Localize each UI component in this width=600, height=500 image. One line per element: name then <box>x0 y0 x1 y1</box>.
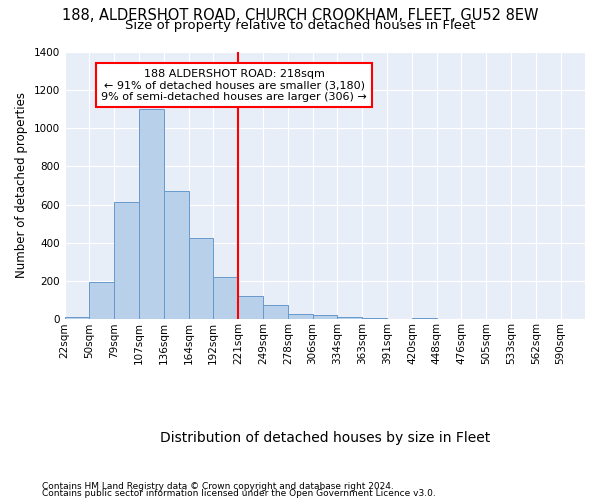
Bar <box>188 238 213 320</box>
Text: Contains HM Land Registry data © Crown copyright and database right 2024.: Contains HM Land Registry data © Crown c… <box>42 482 394 491</box>
Bar <box>412 318 437 320</box>
Bar <box>115 202 139 320</box>
Bar <box>164 191 188 320</box>
Text: 188, ALDERSHOT ROAD, CHURCH CROOKHAM, FLEET, GU52 8EW: 188, ALDERSHOT ROAD, CHURCH CROOKHAM, FL… <box>62 8 538 22</box>
Y-axis label: Number of detached properties: Number of detached properties <box>15 92 28 278</box>
Bar <box>139 109 164 320</box>
Bar <box>89 282 115 320</box>
Text: Size of property relative to detached houses in Fleet: Size of property relative to detached ho… <box>125 19 475 32</box>
Text: Contains public sector information licensed under the Open Government Licence v3: Contains public sector information licen… <box>42 489 436 498</box>
Bar <box>313 314 337 320</box>
Bar <box>213 278 238 320</box>
Bar <box>288 314 313 320</box>
X-axis label: Distribution of detached houses by size in Fleet: Distribution of detached houses by size … <box>160 431 490 445</box>
Bar <box>362 318 387 320</box>
Text: 188 ALDERSHOT ROAD: 218sqm
← 91% of detached houses are smaller (3,180)
9% of se: 188 ALDERSHOT ROAD: 218sqm ← 91% of deta… <box>101 68 367 102</box>
Bar <box>238 296 263 320</box>
Bar <box>337 316 362 320</box>
Bar <box>65 316 89 320</box>
Bar <box>263 305 288 320</box>
